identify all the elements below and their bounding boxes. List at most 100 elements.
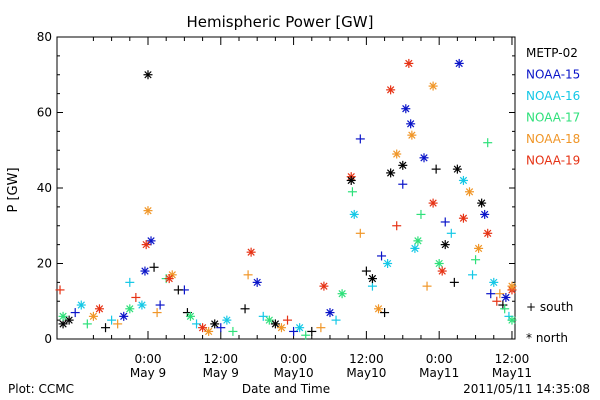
- x-tick-time-label: 12:00: [349, 352, 384, 366]
- legend-entry: NOAA-19: [526, 154, 580, 168]
- data-point: [240, 304, 250, 314]
- data-point: [307, 326, 317, 336]
- data-point: [446, 228, 456, 238]
- data-point: [507, 315, 517, 325]
- legend-entry: NOAA-17: [526, 111, 580, 125]
- x-tick-date-label: May10: [346, 366, 386, 380]
- data-point: [283, 315, 293, 325]
- y-axis-label: P [GW]: [6, 167, 21, 212]
- data-point: [228, 326, 238, 336]
- data-point: [401, 104, 411, 114]
- y-tick-label: 20: [37, 257, 52, 271]
- data-point: [337, 289, 347, 299]
- data-point: [349, 209, 359, 219]
- timestamp: 2011/05/11 14:35:08: [463, 382, 590, 396]
- data-point: [383, 259, 393, 268]
- y-tick-label: 60: [37, 106, 52, 120]
- data-point: [380, 308, 390, 318]
- data-point: [264, 315, 274, 325]
- legend-entry: NOAA-18: [526, 132, 580, 146]
- data-point: [410, 243, 420, 253]
- marker-legend: + south * north: [526, 300, 573, 345]
- data-point: [76, 300, 86, 310]
- data-point: [468, 270, 478, 280]
- data-point: [480, 209, 490, 219]
- data-point: [119, 311, 129, 321]
- data-point: [486, 289, 496, 299]
- data-point: [258, 311, 268, 321]
- y-tick-label: 80: [37, 30, 52, 44]
- data-point: [483, 138, 493, 148]
- data-point: [374, 304, 384, 314]
- data-point: [58, 319, 68, 329]
- plot-credit: Plot: CCMC: [8, 382, 74, 396]
- data-point: [419, 153, 429, 163]
- data-point: [406, 119, 416, 129]
- data-point: [428, 198, 438, 208]
- marker-legend-entry: * north: [526, 331, 568, 345]
- data-point: [367, 274, 377, 284]
- data-point: [70, 308, 80, 318]
- data-point: [58, 311, 68, 321]
- data-point: [416, 209, 426, 219]
- data-point: [377, 251, 387, 261]
- data-point: [347, 187, 357, 197]
- data-point: [173, 285, 183, 295]
- data-point: [500, 304, 510, 314]
- data-point: [316, 323, 326, 333]
- data-point: [392, 149, 402, 159]
- data-point: [489, 277, 499, 287]
- x-tick-date-label: May10: [274, 366, 314, 380]
- data-point: [431, 164, 441, 174]
- data-point: [164, 274, 174, 284]
- data-point: [428, 81, 438, 91]
- data-point: [101, 323, 111, 333]
- data-point: [289, 326, 299, 336]
- data-point: [88, 311, 98, 321]
- data-point: [210, 319, 220, 329]
- data-point: [270, 319, 280, 329]
- data-point: [192, 319, 202, 329]
- data-point: [437, 266, 447, 276]
- data-point: [331, 315, 341, 325]
- data-point: [216, 323, 226, 333]
- data-point: [386, 168, 396, 178]
- data-point: [454, 58, 464, 68]
- marker-legend-entry: + south: [526, 300, 573, 314]
- data-point: [107, 315, 117, 325]
- data-point: [398, 160, 408, 170]
- data-point: [325, 308, 335, 318]
- data-point: [246, 247, 256, 257]
- data-point: [94, 304, 104, 314]
- x-tick-time-label: 12:00: [203, 352, 238, 366]
- y-tick-label: 40: [37, 181, 52, 195]
- data-point: [413, 236, 423, 246]
- x-tick-time-label: 0:00: [426, 352, 453, 366]
- data-point: [198, 323, 208, 333]
- data-point: [507, 281, 517, 291]
- legend-entry: NOAA-15: [526, 68, 580, 82]
- data-point: [407, 130, 417, 140]
- data-point: [319, 281, 329, 291]
- data-point: [404, 58, 414, 68]
- data-point: [143, 70, 153, 80]
- data-point: [492, 296, 502, 306]
- data-point: [125, 304, 135, 314]
- data-point: [141, 240, 151, 250]
- x-axis-label: Date and Time: [242, 382, 330, 396]
- data-point: [398, 179, 408, 189]
- x-tick-time-label: 0:00: [135, 352, 162, 366]
- data-point: [501, 292, 511, 302]
- data-point: [152, 308, 162, 318]
- data-point: [222, 315, 232, 325]
- data-point: [301, 330, 311, 340]
- data-point: [146, 236, 156, 246]
- y-tick-label: 0: [44, 332, 52, 346]
- data-points: [55, 58, 517, 340]
- data-point: [185, 311, 195, 321]
- data-point: [440, 217, 450, 227]
- data-point: [243, 270, 253, 280]
- data-point: [276, 323, 286, 333]
- x-tick-time-label: 12:00: [495, 352, 530, 366]
